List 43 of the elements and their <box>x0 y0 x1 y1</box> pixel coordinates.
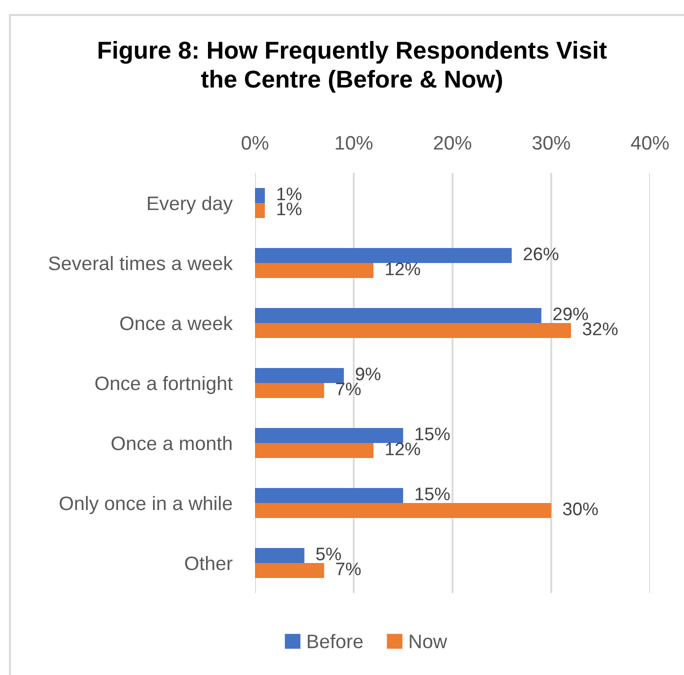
x-tick-label: 40% <box>630 136 669 150</box>
y-tick-label: Once a month <box>112 436 232 450</box>
bar <box>255 563 324 578</box>
x-tick-label: 20% <box>434 136 472 150</box>
data-label: 30% <box>563 502 598 516</box>
bar <box>255 188 265 203</box>
data-label: 15% <box>416 428 450 440</box>
data-label: 12% <box>386 262 420 276</box>
y-tick-label: Only once in a while <box>60 496 232 514</box>
y-tick-label: Several times a week <box>48 256 233 270</box>
bar <box>255 368 344 383</box>
data-label: 15% <box>416 488 450 500</box>
bar <box>255 263 374 278</box>
bar <box>255 203 265 218</box>
chart-title: Figure 8: How Frequently Respondents Visit the Centre (Before & Now) <box>98 41 607 93</box>
data-label: 7% <box>336 382 361 396</box>
y-tick-label: Once a fortnight <box>95 376 233 394</box>
data-label: 1% <box>277 202 302 216</box>
legend-label: Before <box>308 634 363 648</box>
data-label: 7% <box>336 562 361 576</box>
bar <box>255 503 552 518</box>
bar <box>255 488 404 503</box>
bar <box>255 428 404 443</box>
bar <box>255 548 304 563</box>
bar <box>255 248 512 263</box>
y-tick-label: Every day <box>148 196 233 214</box>
bar <box>255 443 374 458</box>
data-label: 29% <box>553 308 588 320</box>
x-tick-label: 10% <box>336 136 373 150</box>
bar <box>255 383 324 398</box>
x-tick-label: 0% <box>242 136 268 150</box>
x-tick-label: 30% <box>532 136 570 150</box>
bar <box>255 323 571 338</box>
data-label: 5% <box>316 548 341 560</box>
y-tick-label: Once a week <box>120 316 233 330</box>
legend-label: Now <box>410 634 448 648</box>
y-tick-label: Other <box>185 556 232 570</box>
data-label: 9% <box>356 368 380 380</box>
bar <box>255 308 542 323</box>
data-label: 12% <box>386 442 420 456</box>
data-label: 32% <box>582 322 618 336</box>
data-label: 26% <box>524 248 558 260</box>
data-label: 1% <box>277 188 302 200</box>
